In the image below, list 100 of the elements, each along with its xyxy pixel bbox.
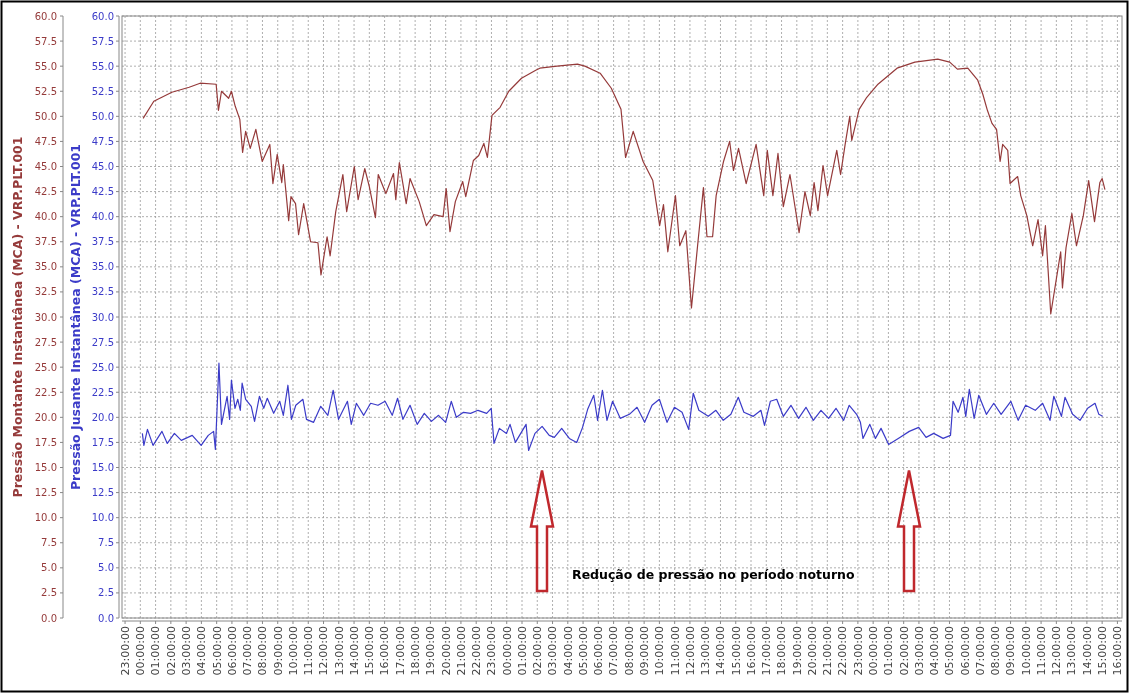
y-tick-label: 2.5 [41, 587, 57, 599]
y-tick-label: 47.5 [34, 135, 57, 147]
x-tick-label: 13:00:00 [699, 626, 713, 676]
x-tick-label: 13:00:00 [1065, 626, 1079, 676]
x-tick-label: 02:00:00 [897, 626, 911, 676]
y2-tick-label: 55.0 [91, 60, 114, 72]
y2-tick-label: 5.0 [98, 562, 114, 574]
y-tick-label: 17.5 [34, 436, 57, 448]
y-tick-label: 60.0 [34, 10, 57, 22]
x-tick-label: 05:00:00 [210, 626, 224, 676]
y-tick-label: 20.0 [34, 411, 57, 423]
x-tick-label: 23:00:00 [851, 626, 865, 676]
x-tick-label: 03:00:00 [912, 626, 926, 676]
x-tick-label: 02:00:00 [531, 626, 545, 676]
x-tick-label: 14:00:00 [1080, 626, 1094, 676]
y-tick-label: 37.5 [34, 236, 57, 248]
x-tick-label: 03:00:00 [546, 626, 560, 676]
y-tick-label: 50.0 [34, 110, 57, 122]
x-tick-label: 23:00:00 [485, 626, 499, 676]
x-tick-label: 05:00:00 [576, 626, 590, 676]
y2-tick-label: 12.5 [91, 487, 114, 499]
y2-tick-label: 45.0 [91, 161, 114, 172]
x-tick-label: 11:00:00 [668, 626, 682, 676]
x-tick-label: 20:00:00 [439, 626, 453, 676]
y2-tick-label: 17.5 [91, 436, 114, 448]
x-tick-label: 19:00:00 [424, 626, 438, 676]
y-axis-title: Pressão Montante Instantânea (MCA) - VRP.PLT.001 [10, 136, 25, 498]
x-tick-label: 22:00:00 [836, 626, 850, 676]
y-tick-label: 55.0 [34, 60, 57, 72]
y2-tick-label: 50.0 [91, 110, 114, 122]
x-tick-label: 11:00:00 [1034, 626, 1048, 676]
x-tick-label: 17:00:00 [760, 626, 774, 676]
y2-tick-label: 25.0 [91, 361, 114, 373]
x-tick-label: 00:00:00 [134, 626, 148, 676]
y2-tick-label: 22.5 [91, 386, 114, 398]
x-tick-label: 19:00:00 [790, 626, 804, 676]
y2-tick-label: 2.5 [98, 587, 114, 599]
y2-tick-label: 42.5 [91, 186, 114, 198]
x-tick-label: 04:00:00 [928, 626, 942, 676]
x-tick-label: 10:00:00 [1019, 626, 1033, 676]
line-series [142, 58, 1106, 315]
x-tick-label: 10:00:00 [286, 626, 300, 676]
x-tick-label: 15:00:00 [363, 626, 377, 676]
y2-tick-label: 32.5 [91, 286, 114, 298]
x-tick-label: 00:00:00 [500, 626, 514, 676]
y2-tick-label: 0.0 [98, 612, 114, 624]
y2-tick-label: 35.0 [91, 261, 114, 273]
x-tick-label: 06:00:00 [592, 626, 606, 676]
annotation: Redução de pressão no período noturno [572, 566, 855, 582]
y2-tick-label: 52.5 [91, 85, 114, 97]
x-tick-label: 04:00:00 [195, 626, 209, 676]
x-tick-label: 15:00:00 [1096, 626, 1109, 676]
x-tick-label: 16:00:00 [378, 626, 392, 676]
x-tick-label: 14:00:00 [347, 626, 361, 676]
x-tick-label: 04:00:00 [561, 626, 575, 676]
x-tick-label: 20:00:00 [805, 626, 819, 676]
y-tick-label: 42.5 [34, 186, 57, 198]
x-tick-label: 01:00:00 [882, 626, 896, 676]
x-tick-label: 02:00:00 [164, 626, 178, 676]
y-tick-label: 0.0 [41, 612, 57, 624]
y-tick-label: 22.5 [34, 386, 57, 398]
y-tick-label: 30.0 [34, 311, 57, 323]
y2-tick-label: 60.0 [91, 10, 114, 22]
y2-tick-label: 15.0 [91, 462, 114, 473]
y2-tick-label: 7.5 [98, 537, 114, 549]
y2-tick-label: 30.0 [91, 311, 114, 323]
x-tick-label: 00:00:00 [866, 626, 880, 676]
x-tick-label: 12:00:00 [1050, 626, 1064, 676]
x-tick-label: 18:00:00 [775, 626, 789, 676]
x-tick-label: 07:00:00 [241, 626, 255, 676]
y-tick-label: 57.5 [34, 35, 57, 47]
x-tick-label: 21:00:00 [821, 626, 835, 676]
y2-tick-label: 10.0 [91, 512, 114, 524]
x-tick-label: 17:00:00 [393, 626, 407, 676]
y2-tick-label: 40.0 [91, 211, 114, 223]
x-tick-label: 21:00:00 [454, 626, 468, 676]
x-tick-label: 07:00:00 [973, 626, 987, 676]
x-tick-label: 11:00:00 [302, 626, 316, 676]
y2-tick-label: 47.5 [91, 135, 114, 147]
x-tick-label: 14:00:00 [714, 626, 728, 676]
x-tick-label: 09:00:00 [1004, 626, 1018, 676]
x-tick-label: 09:00:00 [271, 626, 285, 676]
y-tick-label: 35.0 [34, 261, 57, 273]
y2-tick-label: 27.5 [91, 336, 114, 348]
y-tick-label: 32.5 [34, 286, 57, 298]
y-tick-label: 45.0 [34, 161, 57, 172]
x-tick-label: 18:00:00 [408, 626, 422, 676]
y-tick-label: 7.5 [41, 537, 57, 549]
x-tick-label: 12:00:00 [683, 626, 697, 676]
y-tick-label: 15.0 [34, 462, 57, 473]
y-tick-label: 40.0 [34, 211, 57, 223]
y2-tick-label: 20.0 [91, 411, 114, 423]
x-tick-label: 08:00:00 [989, 626, 1003, 676]
x-tick-label: 08:00:00 [256, 626, 270, 676]
x-tick-label: 01:00:00 [515, 626, 529, 676]
y-tick-label: 10.0 [34, 512, 57, 524]
y-tick-label: 25.0 [34, 361, 57, 373]
x-tick-label: 09:00:00 [637, 626, 651, 676]
line-series [141, 362, 1104, 452]
y-tick-label: 5.0 [41, 562, 57, 574]
